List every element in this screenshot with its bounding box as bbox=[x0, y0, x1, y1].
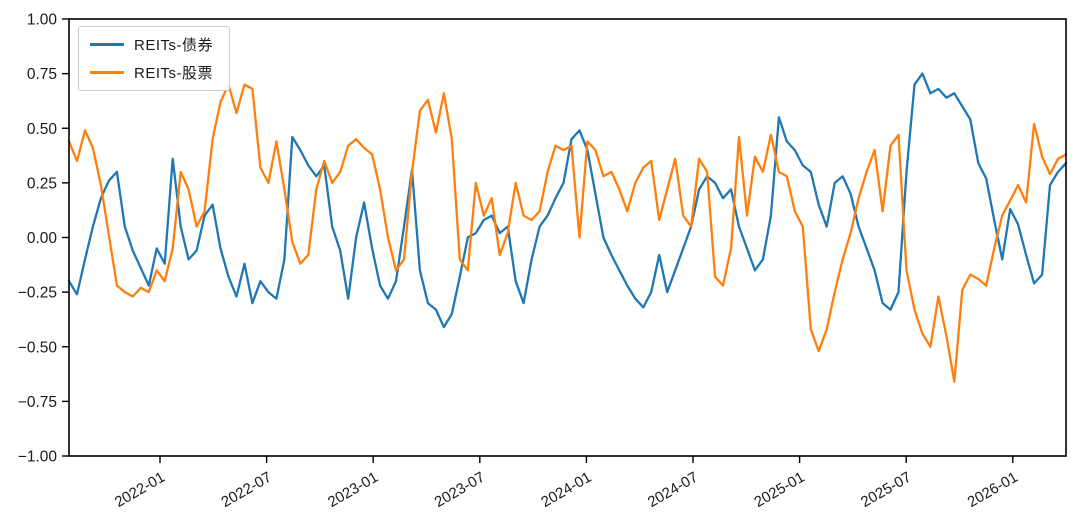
x-tick-label: 2026-01 bbox=[965, 469, 1021, 511]
y-tick-label: −0.25 bbox=[18, 285, 57, 302]
y-tick-label: 0.00 bbox=[27, 230, 58, 247]
y-tick-label: −0.75 bbox=[18, 394, 57, 411]
x-tick-label: 2023-07 bbox=[432, 469, 488, 511]
x-tick-label: 2022-07 bbox=[218, 469, 274, 511]
x-tick-label: 2022-01 bbox=[112, 469, 168, 511]
y-tick-label: 0.75 bbox=[27, 66, 57, 83]
y-tick-label: −0.50 bbox=[18, 339, 58, 356]
y-tick-label: 1.00 bbox=[27, 12, 58, 29]
axes-box bbox=[68, 18, 1067, 457]
legend: REITs-债券 REITs-股票 bbox=[78, 26, 231, 91]
y-tick-label: 0.50 bbox=[27, 121, 58, 138]
legend-line-sample-bond bbox=[90, 43, 124, 46]
x-tick-label: 2024-01 bbox=[538, 469, 594, 511]
y-tick-label: −1.00 bbox=[18, 449, 58, 466]
legend-item-reits-bond: REITs-债券 bbox=[90, 34, 213, 55]
legend-label-bond: REITs-债券 bbox=[134, 37, 214, 54]
y-tick-label: 0.25 bbox=[27, 175, 57, 192]
x-tick-label: 2023-01 bbox=[325, 469, 381, 511]
x-tick-label: 2025-01 bbox=[751, 469, 807, 511]
legend-label-stock: REITs-股票 bbox=[134, 65, 214, 82]
legend-item-reits-stock: REITs-股票 bbox=[90, 62, 213, 83]
plot-area bbox=[69, 19, 1066, 456]
series-line-reits-stock bbox=[67, 83, 1068, 383]
x-tick-label: 2025-07 bbox=[858, 469, 914, 511]
x-tick-label: 2024-07 bbox=[645, 469, 701, 511]
legend-line-sample-stock bbox=[90, 71, 124, 74]
series-line-reits-bond bbox=[67, 72, 1068, 329]
